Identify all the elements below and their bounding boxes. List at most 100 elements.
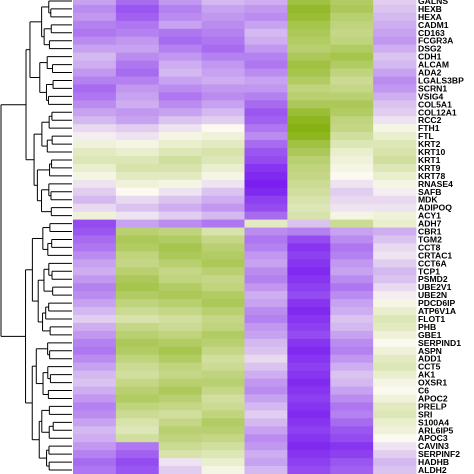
- heatmap-cell: [158, 243, 203, 252]
- heatmap-cell: [287, 299, 331, 308]
- heatmap-cell: [287, 346, 331, 356]
- heatmap-cell: [244, 362, 288, 372]
- heatmap-cell: [73, 267, 117, 276]
- heatmap-cell: [373, 346, 417, 356]
- heatmap-cell: [158, 20, 203, 30]
- heatmap-cell: [73, 378, 117, 387]
- heatmap-cell: [115, 132, 160, 141]
- row-label: GALNS: [418, 0, 448, 6]
- heatmap-cell: [73, 442, 117, 451]
- heatmap-cell: [73, 418, 117, 427]
- heatmap-cell: [201, 259, 245, 268]
- heatmap-cell: [158, 76, 203, 85]
- heatmap-cell: [73, 12, 117, 22]
- heatmap-cell: [244, 20, 288, 30]
- row-label: ADIPOQ: [418, 203, 452, 213]
- heatmap-cell: [158, 124, 203, 133]
- heatmap-cell: [244, 28, 288, 38]
- heatmap-cell: [244, 322, 288, 332]
- heatmap-cell: [330, 92, 374, 101]
- heatmap-cells: [73, 0, 417, 474]
- heatmap-cell: [115, 338, 160, 348]
- heatmap-cell: [73, 52, 117, 61]
- heatmap-cell: [330, 450, 374, 459]
- heatmap-cell: [330, 76, 374, 85]
- heatmap-cell: [201, 187, 245, 197]
- heatmap-cell: [330, 338, 374, 348]
- heatmap-cell: [115, 466, 160, 474]
- heatmap-cell: [287, 76, 331, 85]
- heatmap-cell: [244, 259, 288, 268]
- heatmap-cell: [158, 370, 203, 379]
- heatmap-cell: [73, 211, 117, 220]
- heatmap-cell: [115, 148, 160, 157]
- heatmap-cell: [373, 211, 417, 220]
- heatmap-cell: [115, 156, 160, 165]
- row-label: MDK: [418, 195, 438, 205]
- heatmap-cell: [158, 108, 203, 117]
- heatmap-cell: [373, 36, 417, 46]
- heatmap-cell: [73, 283, 117, 292]
- heatmap-cell: [73, 68, 117, 77]
- heatmap-cell: [287, 148, 331, 157]
- heatmap-cell: [373, 315, 417, 324]
- heatmap-cell: [330, 394, 374, 403]
- heatmap-cell: [201, 330, 245, 340]
- heatmap-cell: [158, 163, 203, 173]
- heatmap-cell: [373, 124, 417, 133]
- heatmap-cell: [244, 84, 288, 93]
- heatmap-cell: [287, 354, 331, 364]
- heatmap-cell: [244, 330, 288, 340]
- heatmap-cell: [244, 203, 288, 213]
- heatmap-cell: [115, 346, 160, 356]
- heatmap-cell: [287, 442, 331, 451]
- heatmap-cell: [158, 132, 203, 141]
- row-labels: GALNSHEXBHEXACADM1CD163FCGR3ADSG2CDH1ALC…: [418, 0, 464, 474]
- heatmap-cell: [244, 434, 288, 443]
- heatmap-cell: [73, 108, 117, 117]
- heatmap-cell: [201, 219, 245, 228]
- heatmap-cell: [287, 195, 331, 205]
- heatmap-cell: [158, 179, 203, 189]
- heatmap-cell: [244, 291, 288, 300]
- row-label: UBE2N: [418, 290, 447, 300]
- heatmap-cell: [158, 330, 203, 340]
- heatmap-cell: [244, 4, 288, 14]
- heatmap-cell: [115, 108, 160, 117]
- heatmap-cell: [201, 108, 245, 117]
- heatmap-cell: [330, 140, 374, 149]
- heatmap-cell: [158, 354, 203, 364]
- heatmap-cell: [244, 44, 288, 54]
- heatmap-cell: [115, 100, 160, 109]
- heatmap-cell: [115, 0, 160, 6]
- row-label: DSG2: [418, 44, 442, 54]
- heatmap-cell: [115, 450, 160, 459]
- heatmap-cell: [201, 418, 245, 427]
- heatmap-cell: [244, 179, 288, 189]
- heatmap-cell: [244, 442, 288, 451]
- heatmap-cell: [115, 124, 160, 133]
- heatmap-cell: [115, 315, 160, 324]
- heatmap-cell: [287, 36, 331, 46]
- row-label: APOC2: [418, 393, 448, 403]
- heatmap-cell: [73, 426, 117, 435]
- heatmap-cell: [115, 140, 160, 149]
- heatmap-cell: [373, 171, 417, 181]
- heatmap-cell: [287, 44, 331, 54]
- heatmap-cell: [330, 434, 374, 443]
- heatmap-cell: [201, 12, 245, 22]
- heatmap-cell: [244, 227, 288, 236]
- heatmap-cell: [201, 267, 245, 276]
- heatmap-cell: [287, 450, 331, 459]
- heatmap-cell: [287, 259, 331, 268]
- heatmap-cell: [330, 0, 374, 6]
- heatmap-cell: [201, 148, 245, 157]
- row-label: COL12A1: [418, 107, 457, 117]
- heatmap-cell: [158, 315, 203, 324]
- heatmap-cell: [115, 322, 160, 332]
- heatmap-cell: [330, 315, 374, 324]
- heatmap-cell: [158, 466, 203, 474]
- heatmap-cell: [115, 386, 160, 395]
- heatmap-cell: [158, 171, 203, 181]
- heatmap-cell: [158, 291, 203, 300]
